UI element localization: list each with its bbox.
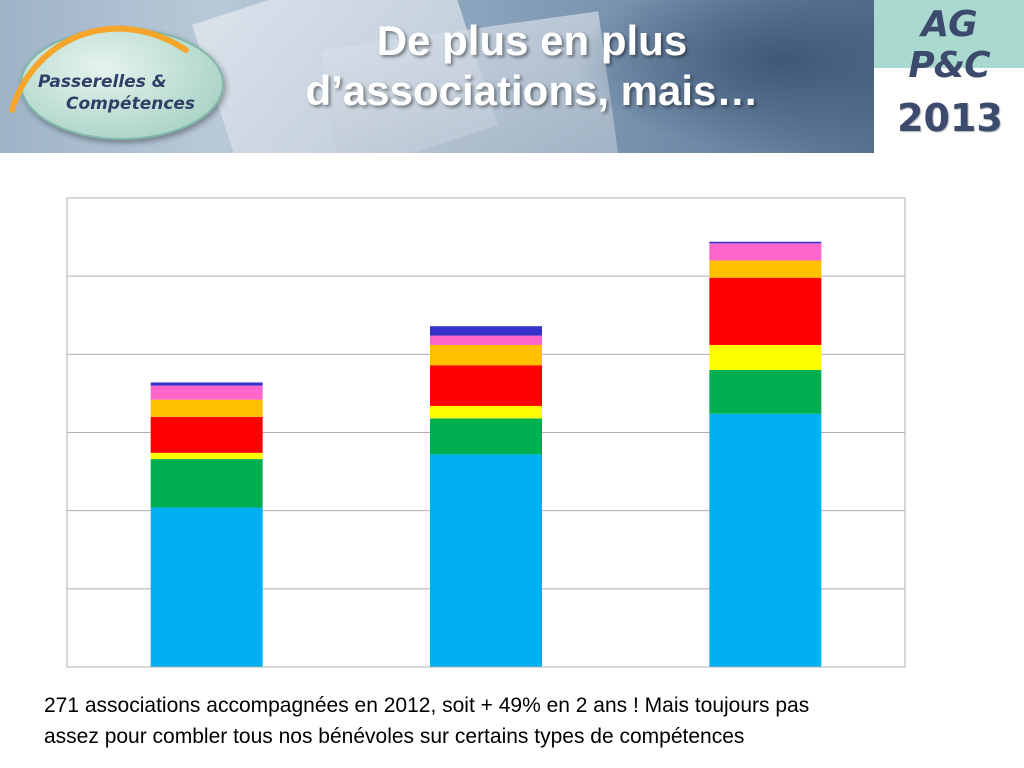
logo-text-line1: Passerelles &: [38, 72, 167, 92]
page-title-line1: De plus en plus: [376, 17, 688, 64]
caption-text: 271 associations accompagnées en 2012, s…: [44, 690, 1004, 752]
bar-segment-2-7: [430, 326, 542, 336]
bar-segment-3-2: [709, 369, 822, 414]
bar-segment-3-1: [709, 413, 822, 667]
header-banner: Passerelles & Compétences De plus en plu…: [0, 0, 874, 153]
bar-segment-2-5: [430, 344, 542, 366]
bar-segment-3-7: [709, 241, 822, 244]
bar-segment-1-7: [150, 382, 263, 386]
bar-segment-2-2: [430, 418, 542, 455]
caption-line2: assez pour combler tous nos bénévoles su…: [44, 725, 745, 748]
bar-segment-1-5: [150, 399, 263, 417]
logo-text-line2: Compétences: [66, 94, 196, 114]
event-badge-background: [874, 0, 1024, 68]
bar-segment-1-6: [150, 385, 263, 400]
bar-segment-1-1: [150, 507, 263, 667]
bar-segment-2-6: [430, 335, 542, 345]
chart-plot-border: [66, 197, 906, 668]
bar-segment-3-4: [709, 277, 822, 345]
event-label: AG P&C: [908, 4, 990, 86]
chart-bars: [150, 241, 822, 667]
bar-segment-3-3: [709, 344, 822, 370]
bar-segment-3-5: [709, 260, 822, 278]
logo-swoosh-icon: [9, 25, 189, 113]
event-year: 2013: [897, 96, 1003, 140]
caption-line1: 271 associations accompagnées en 2012, s…: [44, 694, 810, 717]
bar-segment-2-1: [430, 454, 542, 667]
bar-segment-3-6: [709, 243, 822, 261]
bar-segment-1-3: [150, 452, 263, 460]
banner-photo-shade: [574, 0, 874, 153]
bar-segment-1-2: [150, 459, 263, 508]
stacked-bar-chart: [66, 197, 906, 668]
bar-segment-1-4: [150, 416, 263, 453]
page-title-line2: d’associations, mais…: [305, 67, 759, 114]
bar-segment-2-4: [430, 365, 542, 406]
page-title: De plus en plus d’associations, mais…: [232, 16, 832, 116]
bar-segment-2-3: [430, 405, 542, 419]
